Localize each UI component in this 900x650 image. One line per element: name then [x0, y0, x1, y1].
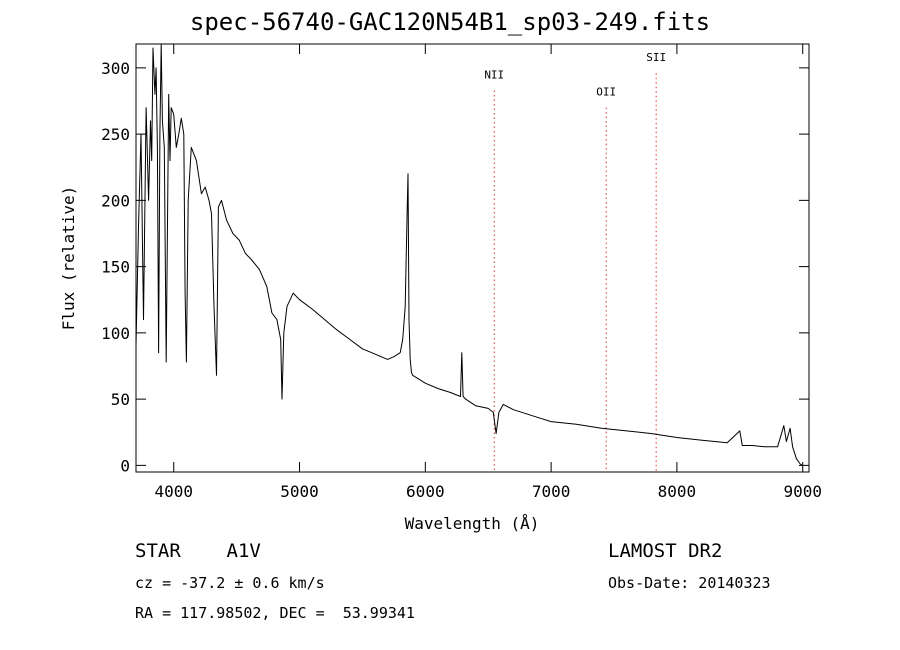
x-tick-label: 8000 — [658, 482, 697, 501]
y-tick-label: 200 — [101, 191, 130, 210]
velocity-readout: cz = -37.2 ± 0.6 km/s — [135, 574, 325, 592]
chart-title: spec-56740-GAC120N54B1_sp03-249.fits — [189, 8, 711, 36]
obs-date: Obs-Date: 20140323 — [608, 574, 771, 592]
spectrum-series-line — [135, 43, 803, 466]
x-tick-label: 4000 — [154, 482, 193, 501]
plot-frame — [135, 43, 810, 473]
x-tick-label: 9000 — [783, 482, 822, 501]
coordinates-readout: RA = 117.98502, DEC = 53.99341 — [135, 604, 415, 622]
y-axis-label: Flux (relative) — [59, 186, 78, 331]
y-tick-label: 100 — [101, 324, 130, 343]
x-tick-label: 6000 — [406, 482, 445, 501]
y-tick-label: 150 — [101, 258, 130, 277]
object-type: STAR A1V — [135, 540, 261, 562]
y-tick-label: 50 — [111, 390, 130, 409]
line-marker-label: NII — [484, 68, 504, 81]
x-tick-label: 5000 — [280, 482, 319, 501]
line-marker-label: OII — [596, 86, 616, 99]
x-tick-label: 7000 — [532, 482, 571, 501]
y-tick-label: 0 — [120, 456, 130, 475]
x-axis-label: Wavelength (Å) — [405, 514, 540, 533]
y-tick-label: 300 — [101, 59, 130, 78]
y-tick-label: 250 — [101, 125, 130, 144]
line-marker-label: SII — [646, 51, 666, 64]
survey-label: LAMOST DR2 — [608, 540, 723, 562]
